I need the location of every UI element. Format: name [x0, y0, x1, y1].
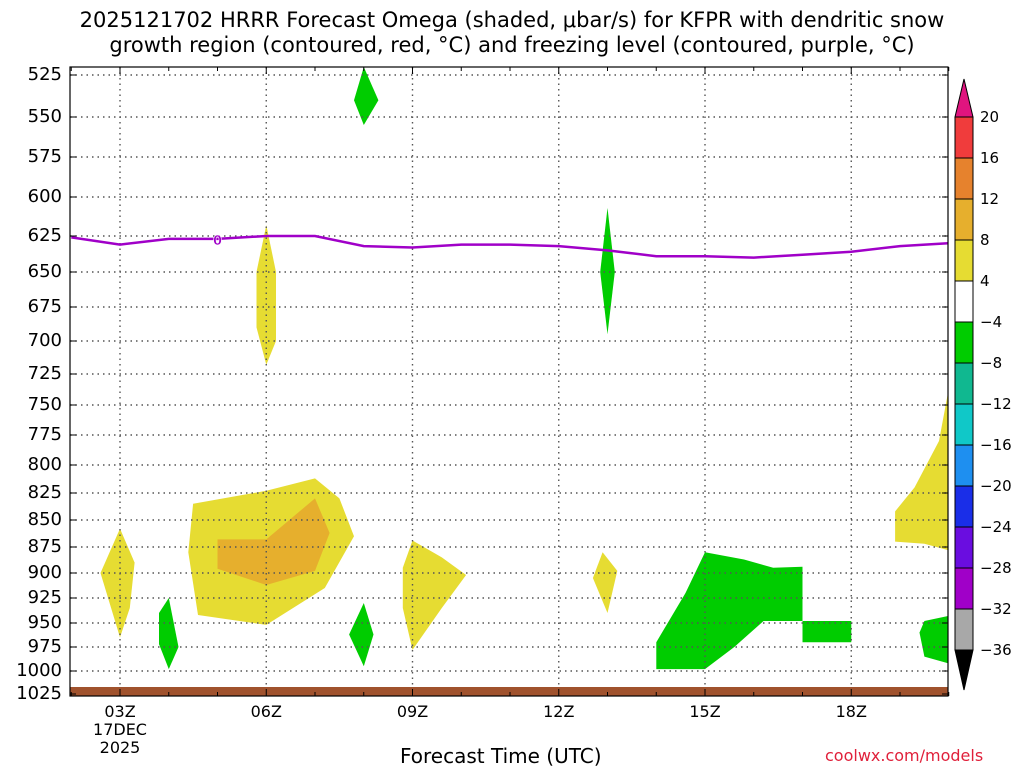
y-tick-label: 725	[27, 363, 62, 384]
freezing-level-line	[71, 234, 949, 259]
y-tick-label: 950	[27, 612, 62, 633]
x-axis-title: Forecast Time (UTC)	[400, 744, 602, 768]
y-tick-label: 550	[27, 106, 62, 127]
omega-region-4	[402, 540, 467, 650]
x-tick-date-label: 17DEC	[93, 720, 147, 739]
chart-title-line2: growth region (contoured, red, °C) and f…	[109, 33, 915, 57]
y-tick-label: 1000	[16, 660, 62, 681]
colorbar-level-label: 16	[980, 149, 1000, 167]
y-tick-label: 975	[27, 636, 62, 657]
colorbar-level-label: 8	[980, 231, 990, 249]
x-tick-label: 15Z	[689, 702, 721, 721]
colorbar-segment	[954, 444, 974, 487]
y-tick-label: 925	[27, 587, 62, 608]
colorbar-segment	[954, 362, 974, 405]
colorbar-segment	[954, 403, 974, 446]
omega-region-14	[919, 616, 948, 664]
colorbar-segment	[954, 157, 974, 200]
x-tick-label: 06Z	[250, 702, 282, 721]
colorbar-segment	[954, 526, 974, 569]
colorbar-segment	[954, 608, 974, 651]
freezing-level-label: 0	[213, 234, 222, 249]
x-tick-label: 03Z	[104, 702, 136, 721]
colorbar-level-label: −24	[980, 518, 1012, 536]
colorbar-level-label: −12	[980, 395, 1012, 413]
colorbar-level-label: −32	[980, 600, 1012, 618]
omega-region-7	[895, 392, 948, 551]
colorbar-level-label: −4	[980, 313, 1003, 331]
colorbar-level-label: −36	[980, 641, 1012, 659]
y-tick-label: 900	[27, 562, 62, 583]
x-tick-date-label: 2025	[99, 738, 141, 757]
colorbar-level-label: −8	[980, 354, 1003, 372]
y-tick-label: 625	[27, 225, 62, 246]
colorbar-segment	[954, 280, 974, 323]
x-tick-label: 18Z	[835, 702, 867, 721]
y-tick-label: 850	[27, 509, 62, 530]
y-tick-label: 575	[27, 146, 62, 167]
source-credit[interactable]: coolwx.com/models	[825, 746, 984, 765]
colorbar-level-label: 20	[980, 108, 1000, 126]
colorbar-segment	[954, 485, 974, 528]
omega-region-9	[600, 207, 615, 335]
y-tick-label: 1025	[16, 683, 62, 704]
colorbar-level-label: 12	[980, 190, 1000, 208]
omega-region-6	[256, 225, 276, 365]
colorbar-bottom-arrow	[954, 649, 974, 691]
omega-region-10	[159, 598, 179, 670]
plot-frame	[69, 66, 949, 697]
y-tick-label: 875	[27, 536, 62, 557]
colorbar-level-label: 4	[980, 272, 990, 290]
chart-title-line1: 2025121702 HRRR Forecast Omega (shaded, …	[79, 8, 945, 32]
y-tick-label: 525	[27, 64, 62, 85]
omega-region-8	[354, 67, 379, 125]
y-tick-label: 825	[27, 482, 62, 503]
colorbar-segment	[954, 198, 974, 241]
y-tick-label: 675	[27, 296, 62, 317]
y-tick-label: 800	[27, 454, 62, 475]
ground-surface	[70, 687, 948, 696]
colorbar-segment	[954, 567, 974, 610]
colorbar-segment	[954, 239, 974, 282]
colorbar-top-arrow	[954, 78, 974, 118]
colorbar-level-label: −28	[980, 559, 1012, 577]
omega-region-5	[592, 552, 618, 613]
x-tick-label: 09Z	[396, 702, 429, 721]
y-tick-label: 650	[27, 261, 62, 282]
colorbar-level-label: −20	[980, 477, 1012, 495]
colorbar-segment	[954, 321, 974, 364]
omega-region-13	[802, 621, 852, 643]
omega-region-11	[349, 603, 374, 667]
omega-region-12	[656, 552, 803, 670]
y-tick-label: 775	[27, 424, 62, 445]
colorbar-level-label: −16	[980, 436, 1012, 454]
y-tick-label: 700	[27, 330, 62, 351]
colorbar-segment	[954, 116, 974, 159]
x-tick-label: 12Z	[543, 702, 575, 721]
y-tick-label: 750	[27, 394, 62, 415]
y-tick-label: 600	[27, 186, 62, 207]
omega-region-1	[100, 528, 135, 638]
